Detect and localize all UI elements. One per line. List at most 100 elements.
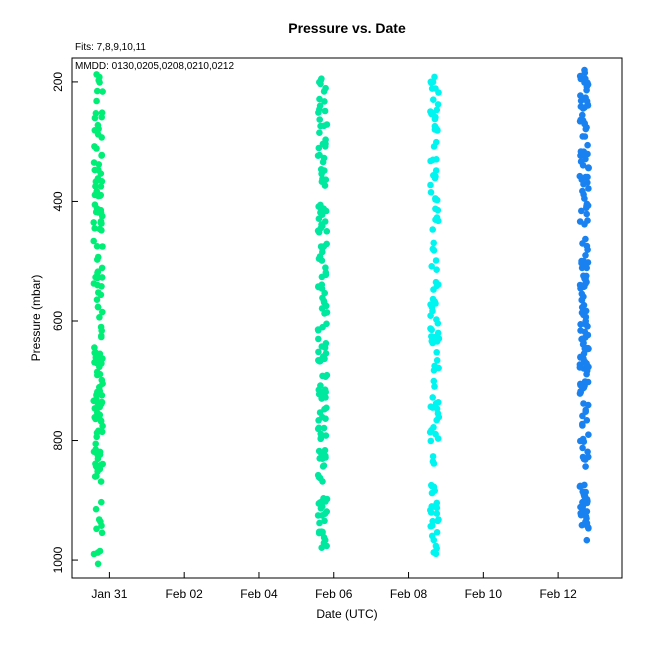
data-point	[90, 159, 98, 166]
data-point	[94, 451, 101, 459]
data-point	[576, 483, 584, 490]
data-point	[94, 468, 101, 475]
data-point	[322, 498, 329, 505]
data-point	[320, 122, 328, 130]
data-point	[433, 106, 441, 114]
data-point	[322, 350, 330, 357]
data-point	[576, 72, 584, 80]
x-tick-label: Feb 10	[465, 587, 503, 601]
data-point	[315, 528, 323, 536]
data-point	[96, 547, 104, 555]
data-point	[315, 447, 323, 455]
data-point	[97, 518, 104, 525]
data-point	[94, 560, 102, 568]
data-point	[584, 246, 591, 253]
data-point	[429, 517, 437, 525]
data-point	[578, 264, 586, 272]
data-point	[315, 144, 323, 152]
data-point	[319, 463, 327, 470]
data-point	[585, 185, 592, 192]
data-point	[322, 143, 329, 150]
data-point	[93, 296, 101, 304]
data-point	[316, 95, 323, 103]
data-point	[433, 510, 441, 517]
data-point	[584, 141, 591, 149]
data-point	[320, 154, 328, 162]
data-point	[94, 256, 101, 263]
data-points	[90, 66, 592, 568]
data-point	[316, 106, 323, 113]
data-point	[583, 499, 591, 507]
data-point	[582, 463, 589, 470]
data-point	[91, 225, 98, 232]
data-point	[96, 79, 103, 86]
data-point	[582, 275, 589, 283]
data-point	[430, 239, 438, 247]
data-point	[91, 349, 98, 357]
data-point	[582, 252, 589, 259]
data-point	[427, 189, 435, 196]
data-point	[580, 150, 587, 158]
data-point	[583, 360, 590, 367]
data-point	[98, 333, 105, 341]
data-point	[429, 404, 436, 411]
data-point	[98, 529, 106, 537]
data-point	[578, 207, 585, 215]
data-point	[317, 435, 325, 443]
data-point	[427, 325, 434, 332]
data-point	[91, 344, 98, 351]
data-point	[314, 326, 322, 333]
fits-note: Fits: 7,8,9,10,11	[75, 42, 146, 53]
data-point	[98, 392, 106, 399]
data-point	[322, 394, 329, 401]
data-point	[94, 87, 101, 95]
data-point	[579, 453, 587, 461]
data-point	[323, 320, 330, 328]
data-point	[320, 424, 328, 432]
data-point	[580, 191, 587, 198]
chart-title: Pressure vs. Date	[288, 20, 406, 36]
data-point	[430, 483, 438, 491]
data-point	[432, 167, 440, 174]
data-point	[314, 425, 322, 433]
data-point	[91, 114, 99, 122]
data-point	[322, 271, 330, 279]
data-point	[433, 214, 441, 221]
data-point	[427, 437, 435, 445]
data-point	[579, 162, 587, 169]
data-point	[94, 268, 102, 276]
data-point	[315, 386, 323, 394]
data-point	[319, 248, 326, 256]
y-tick-label: 400	[51, 191, 65, 211]
x-axis: Jan 31 Feb 02 Feb 04 Feb 06 Feb 08 Feb 10 Feb …	[91, 572, 577, 601]
data-point	[580, 257, 587, 265]
data-point	[97, 183, 105, 190]
data-point	[321, 98, 328, 105]
data-point	[322, 84, 329, 92]
data-point	[427, 108, 434, 115]
data-point	[585, 345, 592, 353]
data-point	[98, 151, 106, 159]
y-tick-label: 800	[51, 430, 65, 450]
data-point	[432, 195, 439, 202]
data-point	[580, 180, 587, 188]
data-point	[91, 143, 98, 150]
data-point	[576, 281, 584, 289]
data-point	[99, 243, 106, 250]
data-point	[427, 181, 434, 189]
data-point	[315, 335, 322, 343]
data-point	[98, 264, 106, 272]
data-point	[584, 173, 591, 181]
data-point	[431, 383, 438, 390]
data-point	[317, 505, 325, 512]
data-point	[430, 377, 438, 385]
plot-frame	[71, 57, 623, 579]
data-point	[434, 206, 442, 214]
data-point	[433, 357, 441, 364]
y-tick-label: 1000	[51, 546, 65, 573]
data-point	[581, 66, 588, 74]
data-point	[98, 327, 105, 335]
data-point	[579, 435, 587, 443]
data-point	[97, 478, 105, 485]
data-point	[318, 544, 326, 551]
